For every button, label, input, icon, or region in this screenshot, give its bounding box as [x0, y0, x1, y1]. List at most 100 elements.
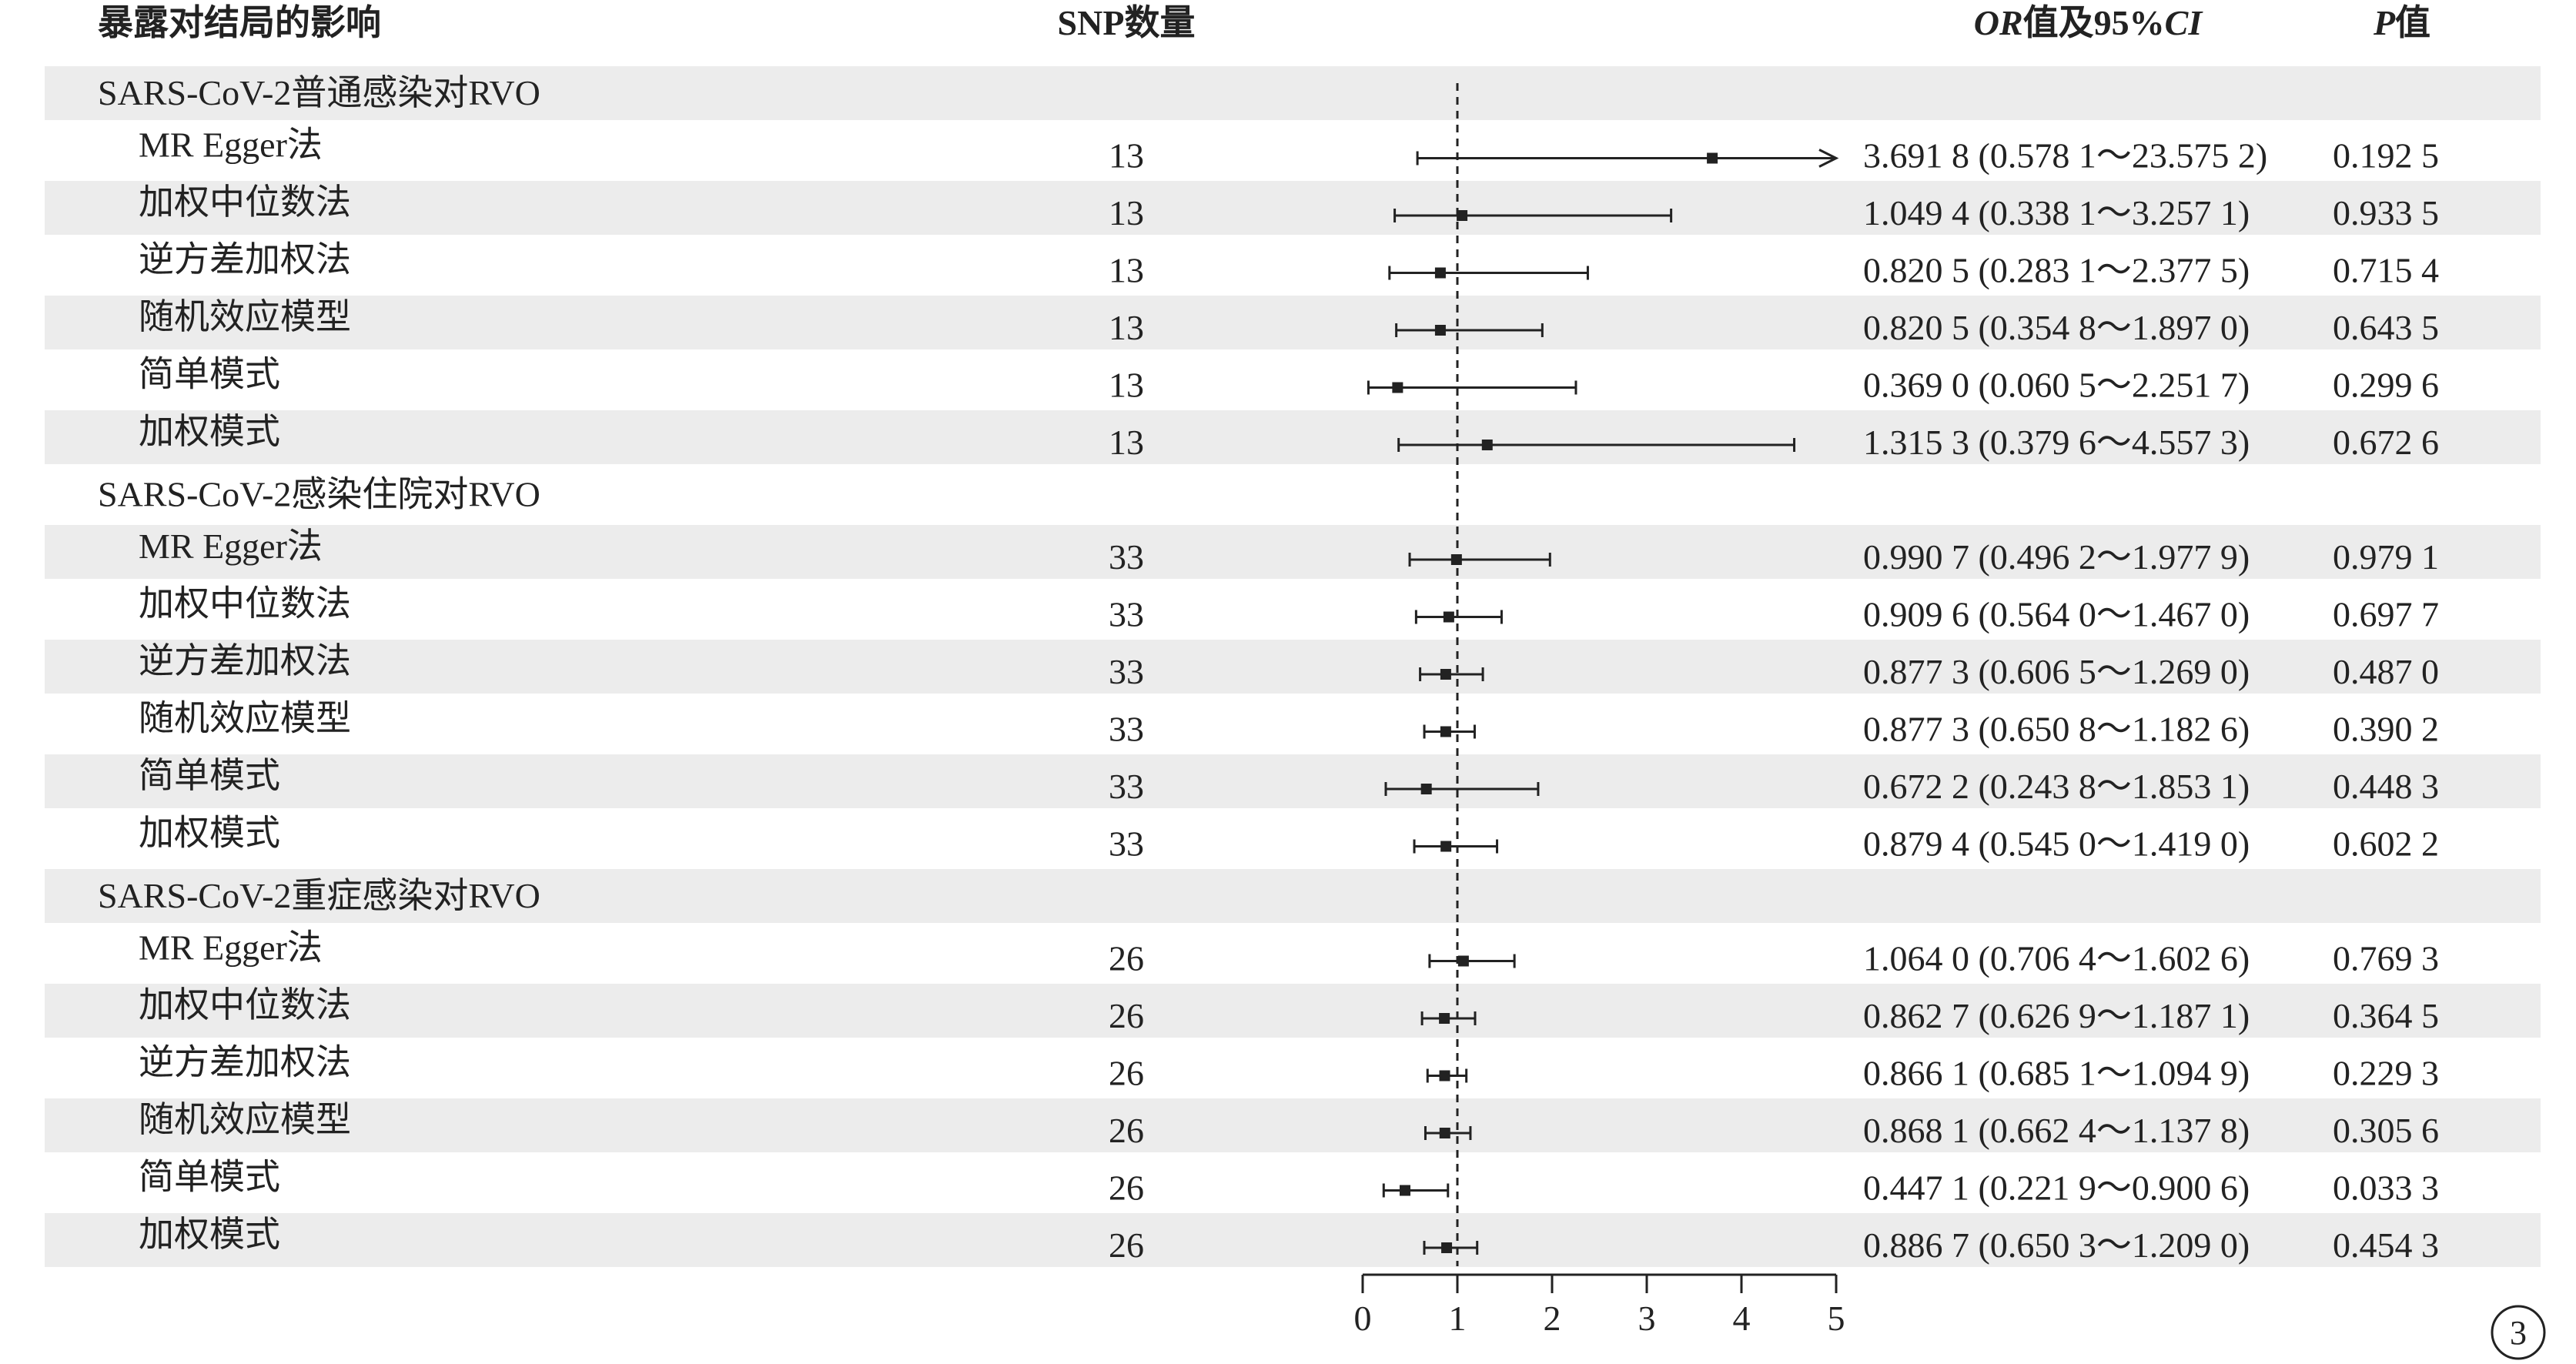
row-band	[45, 1213, 2541, 1267]
p-value: 0.448 3	[2333, 767, 2439, 806]
method-label: 加权模式	[139, 1215, 280, 1254]
x-tick-label: 5	[1828, 1299, 1845, 1338]
x-tick-label: 4	[1733, 1299, 1751, 1338]
row-band	[45, 410, 2541, 464]
or-point	[1457, 210, 1468, 221]
method-label: 逆方差加权法	[139, 240, 351, 279]
snp-count: 33	[1109, 710, 1144, 749]
method-label: 逆方差加权法	[139, 641, 351, 680]
row-band	[45, 640, 2541, 694]
p-value: 0.933 5	[2333, 193, 2439, 232]
or-point	[1439, 1013, 1450, 1024]
method-label: MR Egger法	[139, 527, 323, 566]
method-label: 随机效应模型	[139, 297, 351, 336]
header-ci-italic: CI	[2165, 3, 2204, 42]
header-or-rest: 值及95%	[2023, 3, 2165, 42]
row-bands	[45, 66, 2541, 1267]
method-label: 逆方差加权法	[139, 1043, 351, 1082]
or-ci-text: 0.862 7 (0.626 9～1.187 1)	[1863, 996, 2250, 1035]
header-p: P值	[2373, 3, 2430, 42]
snp-count: 33	[1109, 824, 1144, 864]
x-axis: 0 1 2 3 4 5	[1354, 1273, 1845, 1338]
row-band	[45, 66, 2541, 120]
or-ci-text: 0.672 2 (0.243 8～1.853 1)	[1863, 767, 2250, 806]
method-label: 简单模式	[139, 355, 280, 394]
method-label: 随机效应模型	[139, 1100, 351, 1139]
or-point	[1440, 726, 1451, 737]
snp-count: 33	[1109, 652, 1144, 691]
row-band	[45, 525, 2541, 579]
row-band	[45, 181, 2541, 235]
group-title: SARS-CoV-2重症感染对RVO	[98, 876, 540, 915]
badge-number: 3	[2510, 1314, 2527, 1352]
snp-count: 26	[1109, 939, 1144, 978]
snp-count: 26	[1109, 1225, 1144, 1265]
or-ci-text: 1.064 0 (0.706 4～1.602 6)	[1863, 939, 2250, 978]
or-ci-text: 0.447 1 (0.221 9～0.900 6)	[1863, 1168, 2250, 1208]
or-ci-text: 0.909 6 (0.564 0～1.467 0)	[1863, 595, 2250, 634]
snp-count: 13	[1109, 136, 1144, 176]
or-point	[1399, 1185, 1410, 1196]
p-value: 0.299 6	[2333, 366, 2439, 405]
p-value: 0.672 6	[2333, 423, 2439, 462]
p-value: 0.229 3	[2333, 1054, 2439, 1093]
or-ci-text: 0.879 4 (0.545 0～1.419 0)	[1863, 824, 2250, 864]
snp-count: 26	[1109, 1168, 1144, 1208]
p-value: 0.305 6	[2333, 1111, 2439, 1150]
or-point	[1457, 955, 1469, 967]
row-band	[45, 296, 2541, 349]
or-ci-text: 0.820 5 (0.283 1～2.377 5)	[1863, 251, 2250, 290]
table-header: 暴露对结局的影响 SNP数量 OR值及95%CI P值	[98, 3, 2430, 42]
badge-circle	[2491, 1305, 2546, 1360]
snp-count: 33	[1109, 537, 1144, 577]
or-ci-text: 0.868 1 (0.662 4～1.137 8)	[1863, 1111, 2250, 1150]
snp-count: 13	[1109, 423, 1144, 462]
row-band	[45, 1098, 2541, 1152]
or-point	[1443, 611, 1454, 623]
snp-count: 13	[1109, 308, 1144, 347]
snp-count: 13	[1109, 366, 1144, 405]
row-band	[45, 754, 2541, 808]
p-value: 0.033 3	[2333, 1168, 2439, 1208]
method-label: 加权中位数法	[139, 182, 351, 222]
or-point	[1441, 1242, 1453, 1253]
p-value: 0.454 3	[2333, 1225, 2439, 1265]
snp-count: 13	[1109, 251, 1144, 290]
p-value: 0.643 5	[2333, 308, 2439, 347]
header-or-italic: OR	[1974, 3, 2023, 42]
method-label: MR Egger法	[139, 125, 323, 165]
or-point	[1440, 669, 1451, 680]
p-value: 0.769 3	[2333, 939, 2439, 978]
or-ci-text: 0.369 0 (0.060 5～2.251 7)	[1863, 366, 2250, 405]
or-ci-text: 0.886 7 (0.650 3～1.209 0)	[1863, 1225, 2250, 1265]
or-point	[1481, 440, 1493, 450]
method-label: MR Egger法	[139, 928, 323, 968]
method-label: 随机效应模型	[139, 699, 351, 738]
p-value: 0.487 0	[2333, 652, 2439, 691]
method-label: 加权模式	[139, 412, 280, 451]
forest-marks	[1367, 83, 1839, 1266]
ci-arrow	[1818, 149, 1839, 168]
or-point	[1440, 841, 1452, 852]
p-value: 0.979 1	[2333, 537, 2439, 577]
p-value: 0.697 7	[2333, 595, 2439, 634]
header-exposure: 暴露对结局的影响	[98, 3, 381, 42]
snp-count: 26	[1109, 1111, 1144, 1150]
x-tick-label: 1	[1449, 1299, 1467, 1338]
method-label: 加权中位数法	[139, 584, 351, 623]
or-point	[1439, 1070, 1450, 1082]
x-tick-label: 2	[1544, 1299, 1561, 1338]
snp-count: 33	[1109, 595, 1144, 634]
or-point	[1434, 267, 1446, 279]
or-ci-text: 3.691 8 (0.578 1～23.575 2)	[1863, 136, 2267, 176]
or-point	[1434, 325, 1446, 336]
row-band	[45, 869, 2541, 923]
snp-count: 33	[1109, 767, 1144, 806]
header-or: OR值及95%CI	[1974, 3, 2204, 42]
header-p-rest: 值	[2395, 3, 2430, 42]
snp-count: 26	[1109, 996, 1144, 1035]
table-rows: SARS-CoV-2普通感染对RVO MR Egger法 13 3.691 8 (0.…	[98, 73, 2439, 1265]
method-label: 简单模式	[139, 1158, 280, 1197]
corner-badge: 3	[2491, 1305, 2546, 1360]
or-ci-text: 0.866 1 (0.685 1～1.094 9)	[1863, 1054, 2250, 1093]
